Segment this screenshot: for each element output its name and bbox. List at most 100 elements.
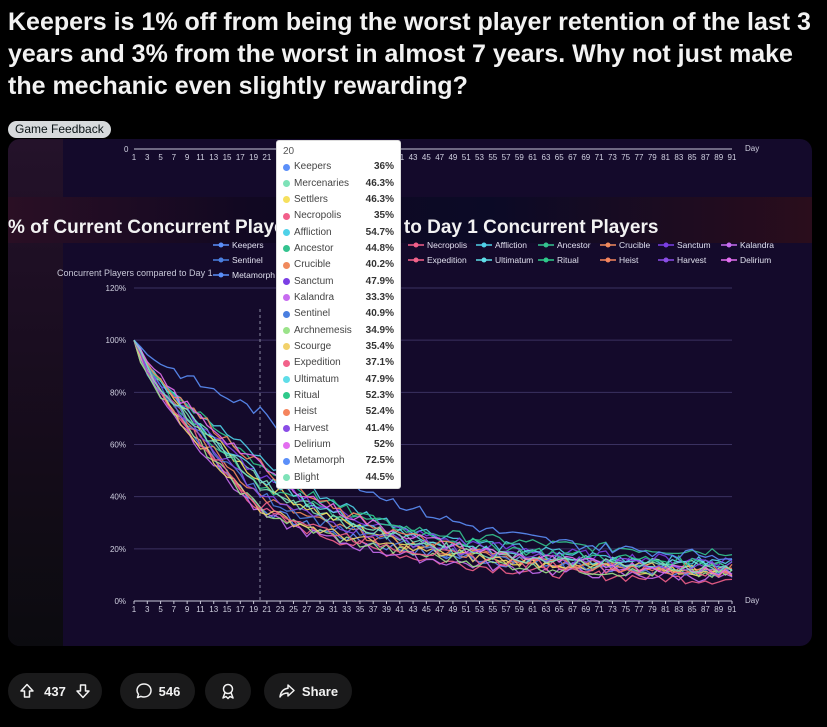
x-tick-label: 9 [185, 605, 190, 614]
legend-item: Kalandra [721, 240, 774, 250]
series-color-dot [283, 408, 290, 416]
share-button[interactable]: Share [264, 673, 352, 709]
tooltip-series-name: Scourge [294, 340, 332, 352]
upvote-icon[interactable] [19, 683, 35, 699]
image-title-banner [8, 197, 812, 243]
comments-button[interactable]: 546 [120, 673, 195, 709]
x-tick-label: 79 [648, 605, 657, 614]
x-tick-label: 61 [528, 605, 537, 614]
svg-text:Sanctum: Sanctum [677, 240, 711, 250]
svg-text:Metamorph: Metamorph [232, 270, 275, 280]
tooltip-row: Ultimatum 47.9% [283, 371, 394, 387]
x-tick-label: 63 [542, 605, 551, 614]
top-x-tick-label: 79 [648, 153, 657, 162]
series-expedition [133, 339, 733, 577]
svg-text:Delirium: Delirium [740, 255, 771, 265]
vote-pill: 437 [8, 673, 102, 709]
top-x-tick-label: 13 [209, 153, 218, 162]
x-tick-label: 33 [342, 605, 351, 614]
tooltip-row: Blight 44.5% [283, 470, 394, 486]
series-color-dot [283, 163, 290, 171]
downvote-icon[interactable] [75, 683, 91, 699]
top-x-tick-label: 63 [542, 153, 551, 162]
series-settlers [133, 339, 733, 577]
series-color-dot [283, 245, 290, 253]
svg-text:Ultimatum: Ultimatum [495, 255, 533, 265]
series-affliction [133, 339, 733, 567]
x-tick-label: 29 [316, 605, 325, 614]
series-color-dot [283, 441, 290, 449]
tooltip-series-value: 35% [373, 210, 394, 222]
tooltip-series-value: 44.5% [365, 471, 394, 483]
comment-count: 546 [158, 683, 181, 699]
legend-item: Ritual [538, 255, 579, 265]
tooltip-series-value: 44.8% [365, 242, 394, 254]
x-tick-label: 15 [223, 605, 232, 614]
x-tick-label: 81 [661, 605, 670, 614]
legend-item: Necropolis [408, 240, 467, 250]
tooltip-series-value: 47.9% [365, 275, 394, 287]
series-blight [133, 339, 733, 574]
series-harvest [133, 339, 733, 572]
tooltip-series-value: 72.5% [365, 455, 394, 467]
tooltip-series-name: Expedition [294, 357, 341, 369]
series-archnemesis [133, 340, 733, 579]
series-color-dot [283, 212, 290, 220]
series-color-dot [283, 278, 290, 286]
tooltip-series-value: 34.9% [365, 324, 394, 336]
tooltip-series-value: 47.9% [365, 373, 394, 385]
top-x-tick-label: 83 [674, 153, 683, 162]
y-axis-label: Concurrent Players compared to Day 1 [57, 268, 213, 278]
top-x-tick-label: 5 [158, 153, 163, 162]
tooltip-row: Necropolis 35% [283, 208, 394, 224]
post-flair[interactable]: Game Feedback [8, 121, 111, 138]
svg-text:Keepers: Keepers [232, 240, 264, 250]
y-tick-label: 80% [110, 388, 126, 397]
tooltip-row: Expedition 37.1% [283, 355, 394, 371]
x-tick-label: 5 [158, 605, 163, 614]
legend-item: Ancestor [538, 240, 591, 250]
tooltip-row: Settlers 46.3% [283, 192, 394, 208]
post-image[interactable]: 0Day135791113151719212325272931333537394… [8, 139, 812, 646]
x-tick-label: 25 [289, 605, 298, 614]
tooltip-series-name: Ultimatum [294, 373, 340, 385]
y-tick-label: 40% [110, 493, 126, 502]
post-title[interactable]: Keepers is 1% off from being the worst p… [8, 8, 811, 100]
y-axis-ticks: 0% 20% 40% 60% 80% 100% 120% [106, 284, 126, 606]
tooltip-series-name: Kalandra [294, 291, 335, 303]
legend-item: Harvest [658, 255, 707, 265]
top-x-tick-label: 87 [701, 153, 710, 162]
tooltip-series-name: Ancestor [294, 242, 334, 254]
x-tick-label: 57 [502, 605, 511, 614]
series-color-dot [283, 180, 290, 188]
award-button[interactable] [205, 673, 251, 709]
legend-item: Ultimatum [476, 255, 533, 265]
tooltip-series-name: Ritual [294, 389, 320, 401]
top-x-tick-label: 47 [435, 153, 444, 162]
tooltip-row: Mercenaries 46.3% [283, 175, 394, 191]
chart-series [133, 339, 733, 585]
x-tick-label: 11 [196, 605, 205, 614]
tooltip-series-value: 52% [373, 439, 394, 451]
tooltip-row: Ritual 52.3% [283, 388, 394, 404]
top-axis-day-label: Day [745, 144, 759, 153]
x-tick-label: 91 [728, 605, 737, 614]
tooltip-series-name: Sanctum [294, 275, 334, 287]
x-tick-label: 53 [475, 605, 484, 614]
top-x-tick-label: 57 [502, 153, 511, 162]
retention-line-chart: 0Day135791113151719212325272931333537394… [8, 144, 774, 614]
x-axis-day-label: Day [745, 596, 759, 605]
top-x-tick-label: 75 [621, 153, 630, 162]
legend-item: Delirium [721, 255, 771, 265]
x-tick-label: 51 [462, 605, 471, 614]
y-tick-label: 100% [106, 336, 126, 345]
x-tick-label: 43 [409, 605, 418, 614]
y-tick-label: 60% [110, 441, 126, 450]
series-color-dot [283, 457, 290, 465]
x-tick-label: 69 [581, 605, 590, 614]
tooltip-series-name: Necropolis [294, 210, 342, 222]
tooltip-row: Archnemesis 34.9% [283, 322, 394, 338]
award-icon [222, 683, 234, 700]
series-color-dot [283, 343, 290, 351]
tooltip-row: Metamorph 72.5% [283, 453, 394, 469]
